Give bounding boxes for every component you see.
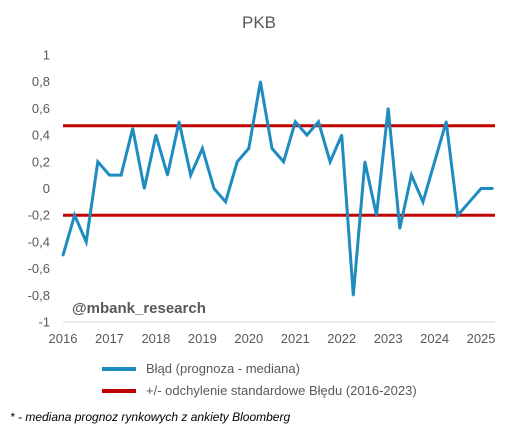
error-point xyxy=(201,147,204,150)
x-tick-label: 2018 xyxy=(141,331,170,346)
error-point xyxy=(189,173,192,177)
error-point xyxy=(491,187,494,190)
x-tick-label: 2016 xyxy=(49,331,78,346)
error-point xyxy=(340,133,343,137)
error-point xyxy=(177,120,181,123)
error-point xyxy=(410,173,413,177)
error-point xyxy=(468,200,471,204)
error-point xyxy=(352,294,355,297)
error-point xyxy=(154,133,158,137)
error-point xyxy=(421,200,425,204)
y-tick-label: 0,4 xyxy=(32,128,50,143)
error-point xyxy=(433,160,436,163)
error-point xyxy=(456,214,460,217)
y-tick-label: -1 xyxy=(38,315,50,330)
error-point xyxy=(317,120,320,123)
error-point xyxy=(166,173,169,177)
error-point xyxy=(270,147,274,150)
y-tick-label: 0,8 xyxy=(32,74,50,89)
error-point xyxy=(96,160,100,163)
error-series xyxy=(61,80,494,297)
error-point xyxy=(73,214,76,217)
error-point xyxy=(247,147,251,150)
y-tick-label: 0,2 xyxy=(32,154,50,169)
error-point xyxy=(235,160,239,163)
error-point xyxy=(398,227,401,230)
y-tick-label: 1 xyxy=(43,48,50,63)
y-tick-label: -0,6 xyxy=(28,261,50,276)
watermark: @mbank_research xyxy=(72,300,206,317)
error-point xyxy=(375,214,378,217)
error-point xyxy=(85,240,88,244)
error-point xyxy=(386,107,390,110)
legend-label-std: +/- odchylenie standardowe Błędu (2016-2… xyxy=(146,383,417,398)
error-series-line xyxy=(61,81,493,296)
error-point xyxy=(61,254,65,257)
x-tick-label: 2017 xyxy=(95,331,124,346)
error-point xyxy=(282,160,285,163)
x-tick-label: 2025 xyxy=(467,331,496,346)
error-point xyxy=(305,133,309,137)
error-point xyxy=(363,160,367,163)
y-tick-label: -0,8 xyxy=(28,288,50,303)
y-axis-ticks: 1 0,8 0,6 0,4 0,2 0 -0,2 -0,4 -0,6 -0,8 -1 xyxy=(28,48,50,330)
error-point xyxy=(445,120,448,123)
y-tick-label: 0 xyxy=(43,181,50,196)
error-point xyxy=(224,200,227,204)
x-tick-label: 2020 xyxy=(234,331,263,346)
chart-title: PKB xyxy=(242,13,276,32)
x-tick-label: 2019 xyxy=(188,331,217,346)
error-point xyxy=(143,187,146,190)
error-point xyxy=(212,187,216,190)
error-point xyxy=(119,173,123,177)
x-tick-label: 2021 xyxy=(281,331,310,346)
error-point xyxy=(328,160,332,163)
y-tick-label: -0,2 xyxy=(28,208,50,223)
y-tick-label: -0,4 xyxy=(28,234,50,249)
error-point xyxy=(479,187,483,190)
x-axis-ticks: 2016 2017 2018 2019 2020 2021 2022 2023 2024 2025 xyxy=(49,331,496,346)
x-tick-label: 2023 xyxy=(374,331,403,346)
footnote: * - mediana prognoz rynkowych z ankiety … xyxy=(10,410,291,424)
legend: Błąd (prognoza - mediana) +/- odchylenie… xyxy=(102,361,417,398)
x-tick-label: 2022 xyxy=(327,331,356,346)
error-point xyxy=(294,120,297,123)
error-point xyxy=(131,127,134,130)
legend-label-error: Błąd (prognoza - mediana) xyxy=(146,361,300,376)
y-tick-label: 0,6 xyxy=(32,101,50,116)
error-point xyxy=(259,80,262,83)
x-tick-label: 2024 xyxy=(420,331,449,346)
std-dev-lines xyxy=(63,124,495,217)
error-point xyxy=(108,173,111,177)
